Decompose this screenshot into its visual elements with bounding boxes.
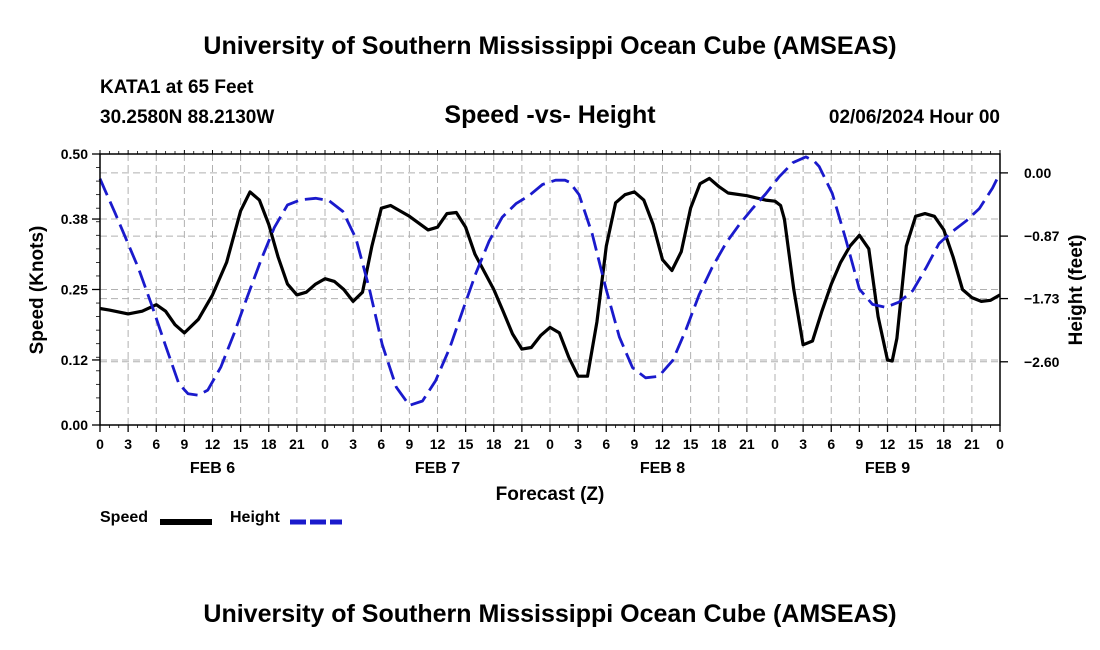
x-tick-label: 3	[349, 436, 357, 452]
speed-series-line	[99, 176, 1001, 378]
right-tick-label: −1.73	[1024, 291, 1060, 307]
x-tick-label: 21	[514, 436, 530, 452]
legend-speed-swatch	[160, 519, 212, 525]
x-tick-label: 12	[880, 436, 896, 452]
legend-height-swatch	[290, 519, 342, 525]
x-axis-label: Forecast (Z)	[496, 484, 605, 505]
x-tick-label: 6	[377, 436, 385, 452]
page-title: University of Southern Mississippi Ocean…	[203, 32, 897, 60]
x-tick-label: 6	[827, 436, 835, 452]
day-label: FEB 6	[190, 460, 235, 477]
right-tick-label: −2.60	[1024, 354, 1060, 370]
left-tick-label: 0.50	[61, 146, 88, 162]
x-tick-label: 18	[711, 436, 727, 452]
left-tick-label: 0.38	[61, 211, 88, 227]
footer-title: University of Southern Mississippi Ocean…	[203, 600, 897, 628]
x-tick-label: 12	[430, 436, 446, 452]
x-tick-label: 15	[683, 436, 699, 452]
x-tick-label: 18	[261, 436, 277, 452]
right-tick-label: −0.87	[1024, 228, 1060, 244]
x-tick-label: 9	[180, 436, 188, 452]
speed-height-chart: 0 3 6 9 12 15 18 21 0 3 6 9 12 15 18 21 0 3 6 9 12 15 18 21 0 3 6 9…	[27, 146, 1087, 505]
height-series-line	[98, 155, 1002, 407]
x-tick-label: 0	[96, 436, 104, 452]
legend-speed-label: Speed	[100, 509, 149, 526]
x-tick-label: 0	[321, 436, 329, 452]
x-tick-label: 6	[602, 436, 610, 452]
x-tick-label: 21	[739, 436, 755, 452]
left-y-axis-label: Speed (Knots)	[27, 226, 48, 355]
x-tick-label: 9	[405, 436, 413, 452]
x-tick-label: 0	[996, 436, 1004, 452]
day-label: FEB 7	[415, 460, 460, 477]
x-tick-label: 0	[771, 436, 779, 452]
x-tick-label: 0	[546, 436, 554, 452]
x-tick-label: 15	[458, 436, 474, 452]
x-tick-label: 21	[964, 436, 980, 452]
station-label: KATA1 at 65 Feet	[100, 77, 254, 98]
chart-grid	[100, 154, 1000, 425]
right-y-axis-label: Height (feet)	[1066, 235, 1087, 346]
legend-height-label: Height	[230, 509, 280, 526]
left-tick-label: 0.00	[61, 417, 88, 433]
x-tick-label: 9	[630, 436, 638, 452]
chart-ticks: 0 3 6 9 12 15 18 21 0 3 6 9 12 15 18 21 0 3 6 9 12 15 18 21 0 3 6 9…	[61, 146, 1060, 477]
x-tick-label: 9	[855, 436, 863, 452]
right-tick-label: 0.00	[1024, 165, 1051, 181]
left-tick-label: 0.12	[61, 352, 88, 368]
x-tick-label: 15	[908, 436, 924, 452]
x-tick-label: 15	[233, 436, 249, 452]
x-tick-label: 3	[799, 436, 807, 452]
x-tick-label: 18	[936, 436, 952, 452]
chart-series	[98, 155, 1002, 407]
x-tick-label: 12	[205, 436, 221, 452]
coordinates-label: 30.2580N 88.2130W	[100, 107, 275, 128]
x-tick-label: 6	[152, 436, 160, 452]
date-label: 02/06/2024 Hour 00	[828, 107, 1000, 128]
x-tick-label: 21	[289, 436, 305, 452]
x-tick-label: 3	[124, 436, 132, 452]
x-tick-label: 18	[486, 436, 502, 452]
x-tick-label: 12	[655, 436, 671, 452]
chart-title: Speed -vs- Height	[444, 101, 656, 129]
day-label: FEB 8	[640, 460, 685, 477]
x-tick-label: 3	[574, 436, 582, 452]
left-tick-label: 0.25	[61, 282, 88, 298]
day-label: FEB 9	[865, 460, 910, 477]
